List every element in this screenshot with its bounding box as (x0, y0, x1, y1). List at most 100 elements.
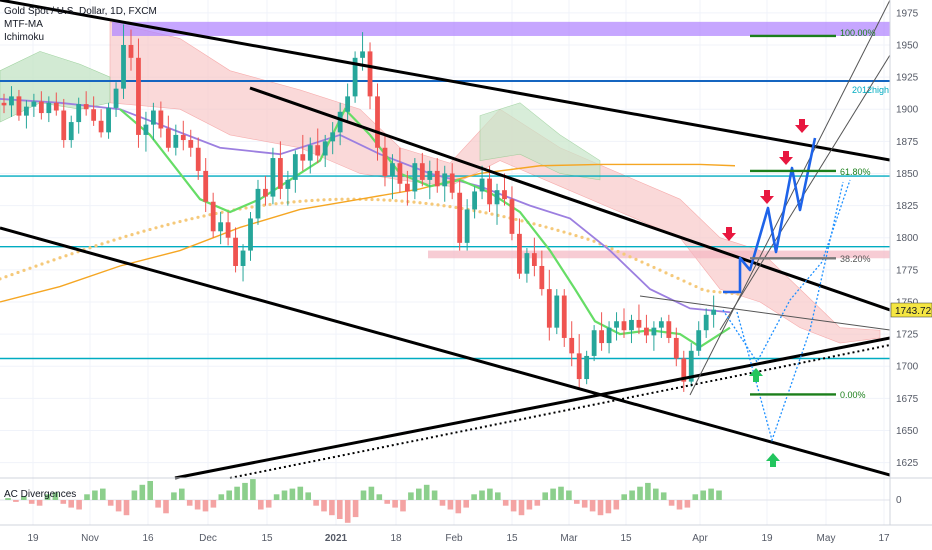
ma-orange-dot (544, 225, 548, 229)
ma-orange-dot (274, 202, 278, 206)
osc-bar (597, 500, 604, 516)
ma-orange-dot (64, 254, 68, 258)
channel-lower (0, 226, 891, 477)
osc-tick-label: 0 (896, 495, 902, 506)
ma-orange-dot (610, 247, 614, 251)
candle-body (195, 147, 201, 171)
ma-orange-dot (670, 273, 674, 278)
candle-body (367, 51, 373, 97)
ma-orange-dot (40, 262, 44, 266)
candle-body (576, 353, 582, 380)
ma-orange-dot (190, 217, 194, 221)
y-tick-label: 1650 (896, 426, 919, 437)
candle-body (292, 154, 298, 180)
candle-body (688, 350, 694, 382)
candle-body (487, 178, 492, 205)
up-arrow-icon (749, 368, 763, 382)
ma-orange-dot (412, 200, 416, 204)
ma-orange-dot (70, 252, 74, 256)
osc-bar (716, 490, 722, 500)
ma-orange-dot (28, 266, 32, 270)
y-tick-label: 1875 (896, 137, 919, 148)
osc-bar (337, 500, 343, 519)
candle-body (397, 163, 403, 184)
osc-bar (305, 492, 311, 500)
osc-bar (131, 490, 138, 500)
ma-orange-dot (136, 231, 140, 235)
x-tick-label: Dec (199, 533, 217, 544)
thin-trendline (639, 295, 891, 331)
ma-orange-dot (592, 239, 596, 243)
ma-orange-dot (340, 197, 344, 201)
candle-body (345, 96, 351, 112)
ma-orange-dot (22, 268, 26, 272)
ichimoku-cloud (0, 21, 881, 344)
down-arrow-icon (722, 227, 736, 241)
ma-orange-dot (520, 219, 524, 223)
candle-body (76, 104, 82, 123)
ma-orange-dot (646, 263, 650, 267)
ma-orange-dot (46, 260, 50, 264)
x-tick-label: Mar (560, 533, 578, 544)
candle-body (210, 201, 216, 232)
candle-body (31, 101, 37, 107)
ma-orange-dot (88, 246, 92, 250)
osc-bar (321, 500, 327, 512)
osc-bar (692, 494, 699, 500)
ma-orange-dot (676, 276, 680, 280)
down-arrow-icon (795, 119, 809, 133)
osc-bar (447, 500, 454, 510)
osc-bar (495, 492, 501, 500)
osc-bar (566, 490, 572, 500)
candle-body (479, 178, 485, 192)
candle-body (277, 158, 283, 189)
ma-orange-dot (196, 215, 200, 219)
candle-body (165, 128, 171, 148)
candle-body (427, 170, 433, 180)
osc-bar (408, 492, 414, 500)
ma-orange-dot (634, 257, 638, 261)
candle-body (464, 209, 470, 243)
ma-orange-dot (172, 221, 176, 225)
osc-bar (439, 500, 446, 506)
osc-bar (518, 500, 525, 516)
price-tag-box (890, 302, 932, 318)
osc-bar (708, 488, 714, 500)
candle-body (546, 289, 552, 328)
candle-body (233, 237, 238, 266)
ma-orange-dot (568, 232, 572, 236)
ma-orange-dot (124, 234, 128, 239)
osc-bar (139, 484, 146, 500)
candle-body (188, 140, 194, 148)
ma-orange-dot (616, 249, 620, 254)
candle-body (681, 358, 687, 382)
osc-bar (242, 482, 248, 500)
osc-bar (28, 500, 35, 504)
osc-bar (376, 494, 383, 500)
osc-bar (68, 500, 74, 508)
candle-body (472, 191, 478, 210)
candle-body (98, 120, 104, 133)
osc-bar (344, 500, 351, 523)
candle-body (517, 233, 522, 274)
projection-dotted-2 (736, 181, 844, 443)
candle-body (434, 170, 440, 187)
ma-orange-dot (388, 198, 392, 202)
osc-bar (581, 500, 588, 508)
candle-body (360, 51, 365, 58)
signal-arrows (722, 119, 809, 467)
osc-bar (542, 492, 548, 500)
channel-upper-1 (0, 0, 891, 162)
ma-orange-dot (52, 258, 56, 262)
ma-orange-dot (376, 198, 380, 202)
ma-orange-dot (184, 218, 188, 222)
osc-bar (218, 494, 225, 500)
candle-body (621, 321, 627, 331)
y-tick-label: 1825 (896, 201, 919, 212)
fib-label-618: 61.80% (840, 167, 871, 177)
osc-bar (558, 486, 564, 500)
ma-orange-dot (292, 200, 296, 204)
candle-body (591, 330, 597, 356)
candle-body (307, 145, 313, 161)
